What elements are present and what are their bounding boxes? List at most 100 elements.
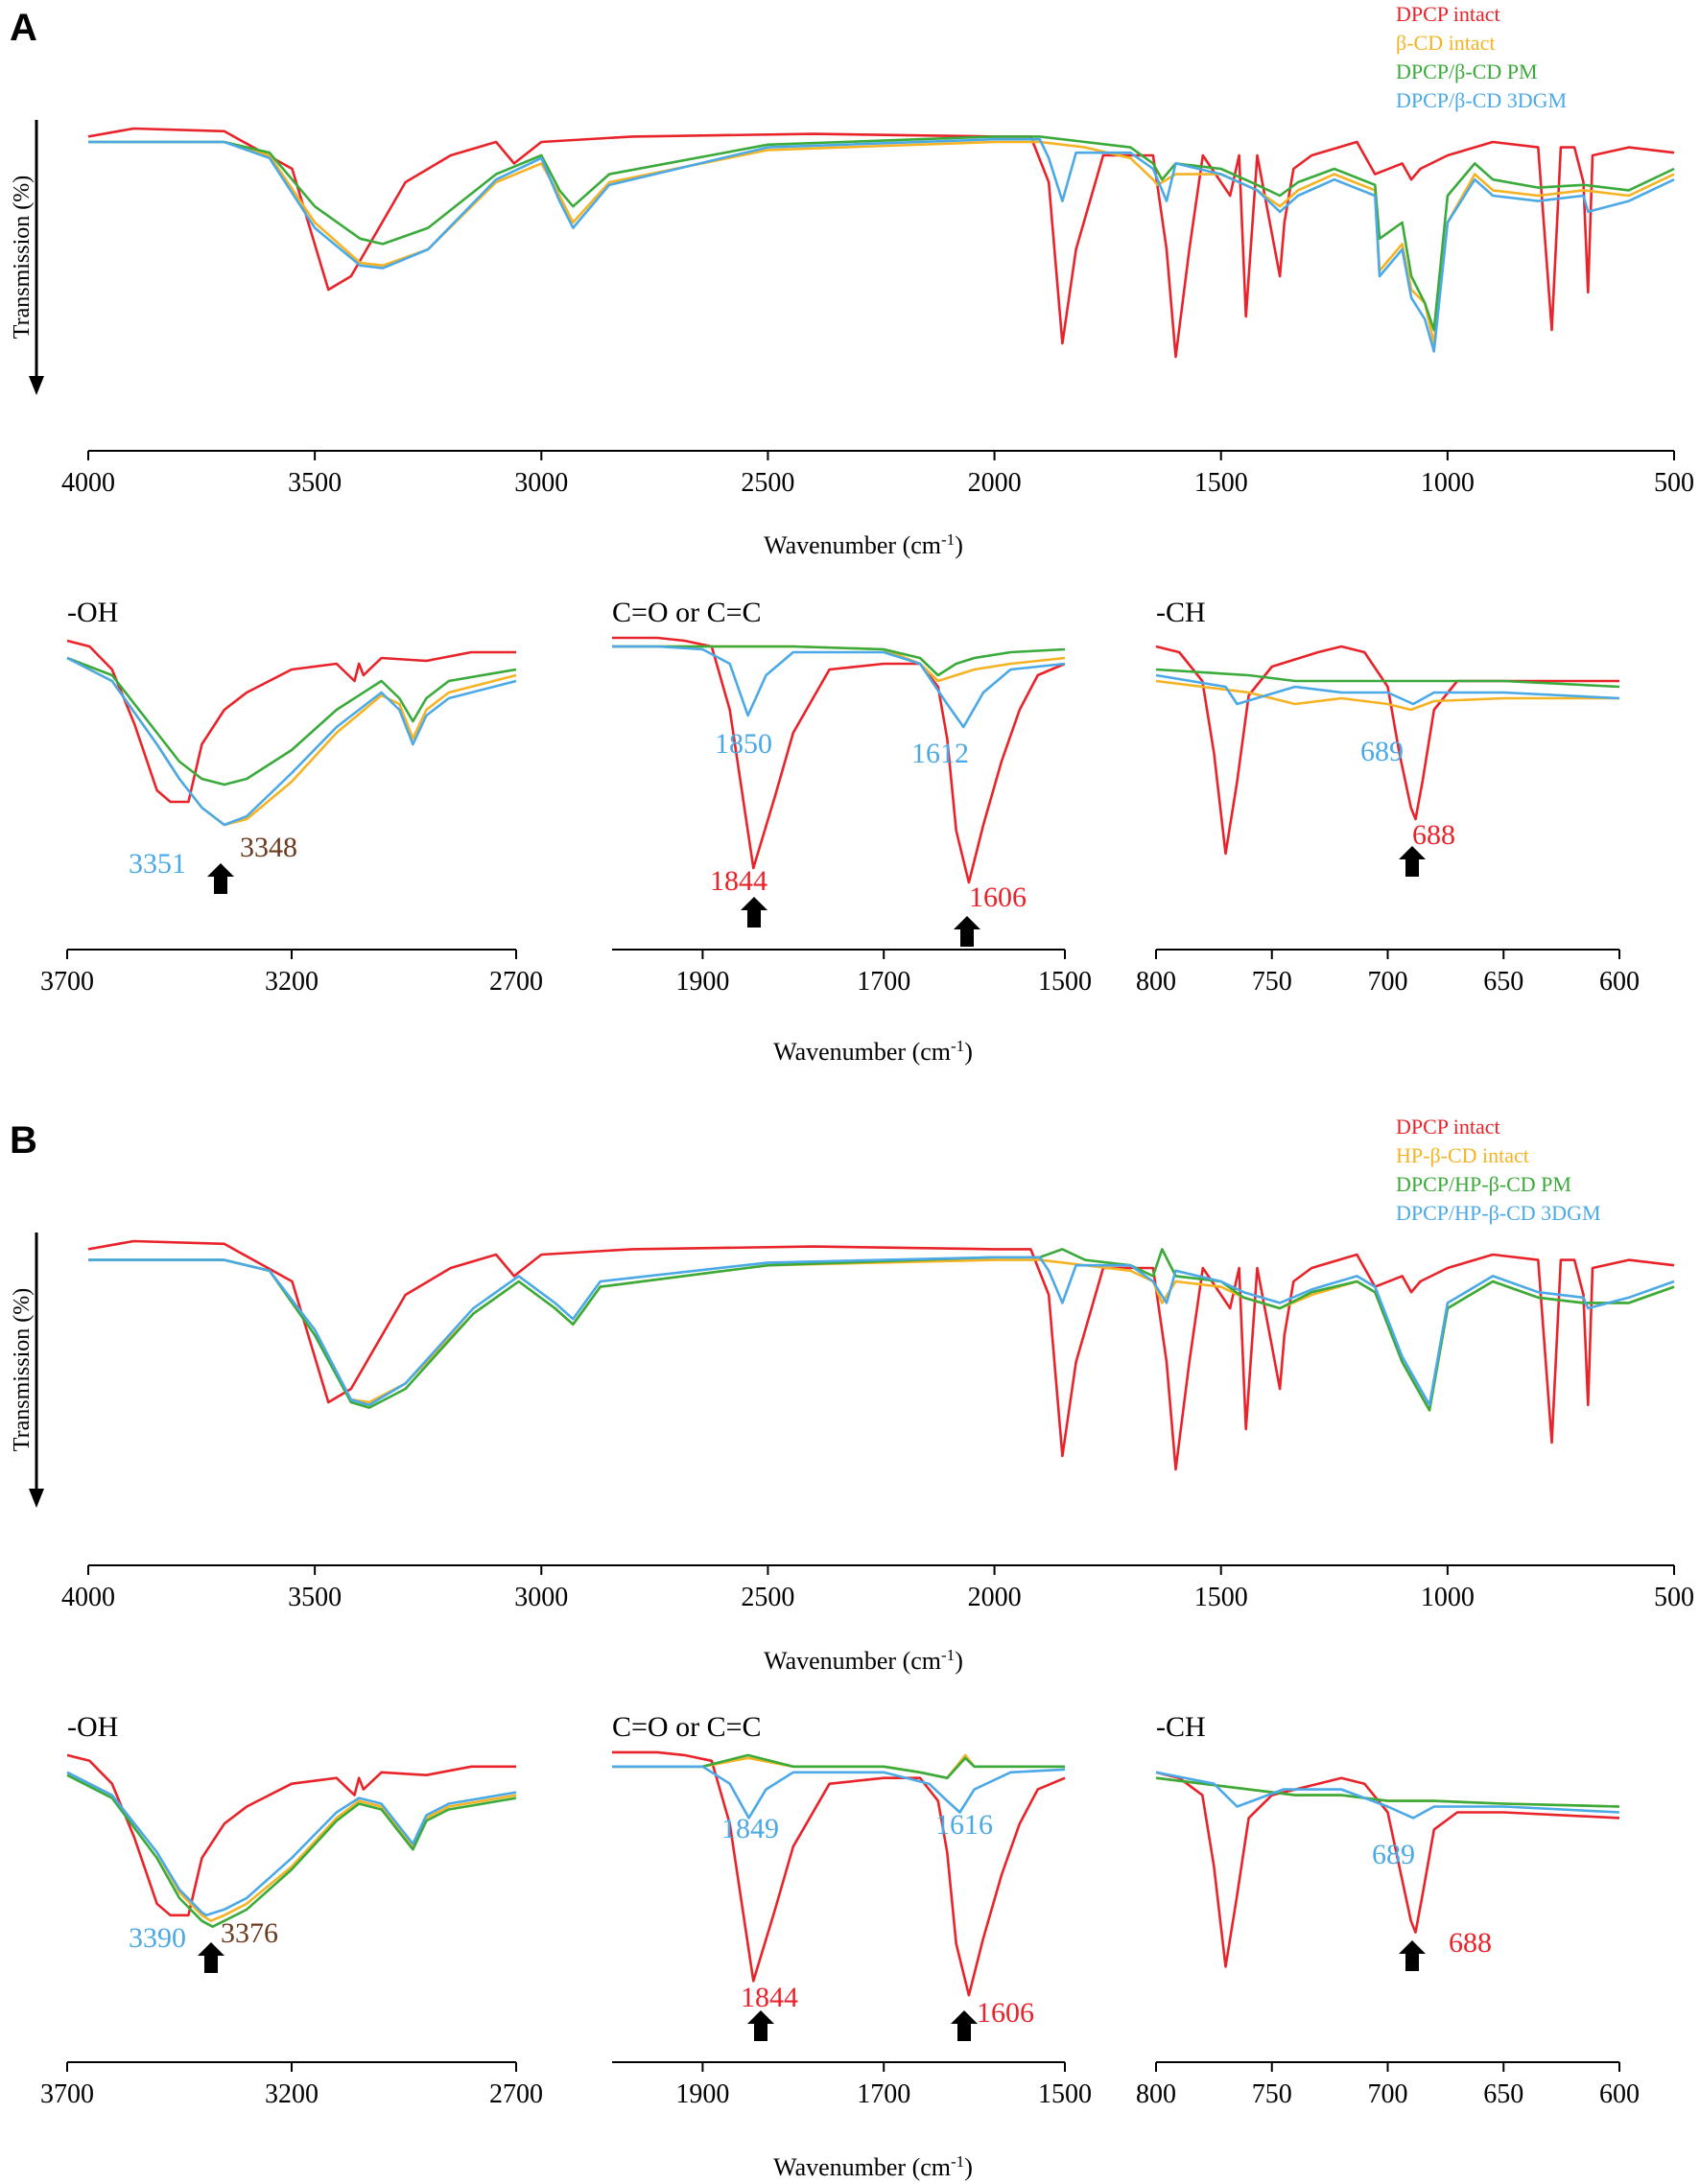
peak-arrow xyxy=(1399,846,1426,877)
peak-annotation: 1850 xyxy=(715,728,772,760)
inset-x-tick-label: 700 xyxy=(1368,967,1408,997)
peak-annotation: 1606 xyxy=(977,1997,1034,2029)
main-x-axis-A-tick-label: 3000 xyxy=(514,468,568,498)
inset-x-tick-label: 600 xyxy=(1599,967,1640,997)
main-x-axis-A-tick-label: 2500 xyxy=(741,468,794,498)
inset-x-tick-label: 2700 xyxy=(489,2079,543,2109)
legend-entry: DPCP/HP-β-CD 3DGM xyxy=(1396,1201,1601,1225)
peak-arrow xyxy=(1399,1940,1426,1971)
inset-x-axis-label: Wavenumber (cm-1) xyxy=(773,1037,973,1066)
y-axis-label: Transmission (%) xyxy=(10,176,35,339)
inset-x-tick-label: 1700 xyxy=(857,2079,910,2109)
main-x-axis-label: Wavenumber (cm-1) xyxy=(764,530,963,559)
inset-x-tick-label: 1700 xyxy=(857,967,910,997)
inset-x-tick-label: 1500 xyxy=(1038,967,1092,997)
legend-entry: DPCP/HP-β-CD PM xyxy=(1396,1172,1571,1196)
inset-spectrum xyxy=(612,636,1066,884)
main-x-axis-B-tick-label: 2500 xyxy=(741,1583,794,1612)
peak-annotation: 1612 xyxy=(911,738,969,769)
inset-title: C=O or C=C xyxy=(612,597,762,628)
inset-x-tick-label: 800 xyxy=(1136,967,1176,997)
inset-spectrum xyxy=(612,1750,1066,1997)
legend-entry: DPCP/β-CD PM xyxy=(1396,59,1538,83)
main-x-axis-B-tick-label: 4000 xyxy=(61,1583,115,1612)
y-axis-label: Transmission (%) xyxy=(10,1288,35,1451)
peak-annotation: 3351 xyxy=(129,848,186,880)
inset-x-tick-label: 750 xyxy=(1252,2079,1292,2109)
series-line-A-main-pm xyxy=(88,135,1675,332)
main-x-axis-B-tick-label: 3000 xyxy=(514,1583,568,1612)
series-line-A-main-dpcp xyxy=(87,127,1675,359)
inset-spectrum xyxy=(1155,1771,1620,1968)
main-x-axis-B-tick-label: 500 xyxy=(1654,1583,1694,1612)
main-x-axis-B-tick-label: 1000 xyxy=(1421,1583,1475,1612)
inset-x-tick-label: 2700 xyxy=(489,967,543,997)
main-x-axis-A-tick-label: 2000 xyxy=(968,468,1022,498)
series-line-A-inset-1-pm xyxy=(612,645,1066,677)
peak-annotation: 3348 xyxy=(240,832,297,863)
main-x-axis-B-tick-label: 3500 xyxy=(288,1583,342,1612)
series-line-B-main-dgm xyxy=(88,1256,1675,1407)
series-line-B-main-dpcp xyxy=(87,1239,1675,1471)
inset-x-tick-label: 750 xyxy=(1252,967,1292,997)
inset-spectrum xyxy=(66,639,517,827)
main-x-axis-A-tick-label: 4000 xyxy=(61,468,115,498)
series-line-B-inset-1-dgm xyxy=(612,1765,1066,1820)
main-x-axis-A-tick-label: 1000 xyxy=(1421,468,1475,498)
peak-arrow xyxy=(747,2010,774,2041)
series-line-B-inset-2-pm xyxy=(1155,1776,1620,1808)
inset-x-tick-label: 700 xyxy=(1368,2079,1408,2109)
series-line-B-inset-1-pm xyxy=(612,1753,1065,1779)
main-x-axis-A-tick-label: 500 xyxy=(1654,468,1694,498)
series-line-A-inset-0-dpcp xyxy=(66,639,516,804)
inset-x-tick-label: 3200 xyxy=(265,967,319,997)
inset-x-tick-label: 1500 xyxy=(1038,2079,1092,2109)
panel-label-A: A xyxy=(10,7,37,49)
legend-entry: DPCP/β-CD 3DGM xyxy=(1396,88,1567,112)
legend-entry: DPCP intact xyxy=(1396,1115,1500,1139)
inset-title: -CH xyxy=(1156,597,1206,628)
inset-spectrum xyxy=(66,1753,517,1928)
inset-title: -OH xyxy=(67,597,118,628)
peak-arrow xyxy=(951,2010,978,2041)
peak-annotation: 1844 xyxy=(710,865,767,897)
peak-annotation: 1616 xyxy=(935,1809,993,1841)
inset-x-tick-label: 1900 xyxy=(675,2079,729,2109)
series-line-A-main-dgm xyxy=(88,137,1675,353)
y-axis-arrow-head xyxy=(29,1489,44,1508)
peak-annotation: 1844 xyxy=(741,1982,798,2013)
peak-arrow xyxy=(741,897,767,928)
inset-title: -CH xyxy=(1156,1711,1206,1743)
main-spectrum-B xyxy=(87,1239,1675,1471)
series-line-B-inset-0-dgm xyxy=(66,1771,517,1917)
peak-annotation: 1849 xyxy=(721,1813,779,1844)
inset-x-tick-label: 800 xyxy=(1136,2079,1176,2109)
series-line-A-inset-2-dgm xyxy=(1155,673,1620,706)
peak-annotation: 3390 xyxy=(129,1922,186,1954)
peak-annotation: 1606 xyxy=(969,881,1027,913)
series-line-A-inset-0-pm xyxy=(66,656,517,787)
peak-annotation: 689 xyxy=(1360,736,1404,767)
series-line-A-inset-2-pm xyxy=(1155,668,1620,689)
main-x-axis-B-tick-label: 2000 xyxy=(968,1583,1022,1612)
peak-annotation: 3376 xyxy=(221,1917,278,1949)
series-line-A-inset-1-dgm xyxy=(612,645,1066,729)
y-axis-arrow-head xyxy=(29,376,44,395)
inset-x-tick-label: 600 xyxy=(1599,2079,1640,2109)
main-x-axis-A-tick-label: 3500 xyxy=(288,468,342,498)
inset-x-axis-label: Wavenumber (cm-1) xyxy=(773,2152,973,2181)
inset-title: C=O or C=C xyxy=(612,1711,762,1743)
peak-annotation: 689 xyxy=(1372,1839,1415,1870)
inset-x-tick-label: 650 xyxy=(1483,967,1523,997)
inset-x-tick-label: 1900 xyxy=(675,967,729,997)
inset-x-tick-label: 650 xyxy=(1483,2079,1523,2109)
peak-annotation: 688 xyxy=(1412,819,1455,851)
inset-x-tick-label: 3200 xyxy=(265,2079,319,2109)
legend-entry: DPCP intact xyxy=(1396,2,1500,26)
main-x-axis-B-tick-label: 1500 xyxy=(1194,1583,1248,1612)
series-line-B-inset-0-dpcp xyxy=(66,1753,516,1917)
series-line-B-inset-0-pm xyxy=(66,1773,517,1928)
series-line-B-inset-2-dgm xyxy=(1155,1771,1620,1820)
